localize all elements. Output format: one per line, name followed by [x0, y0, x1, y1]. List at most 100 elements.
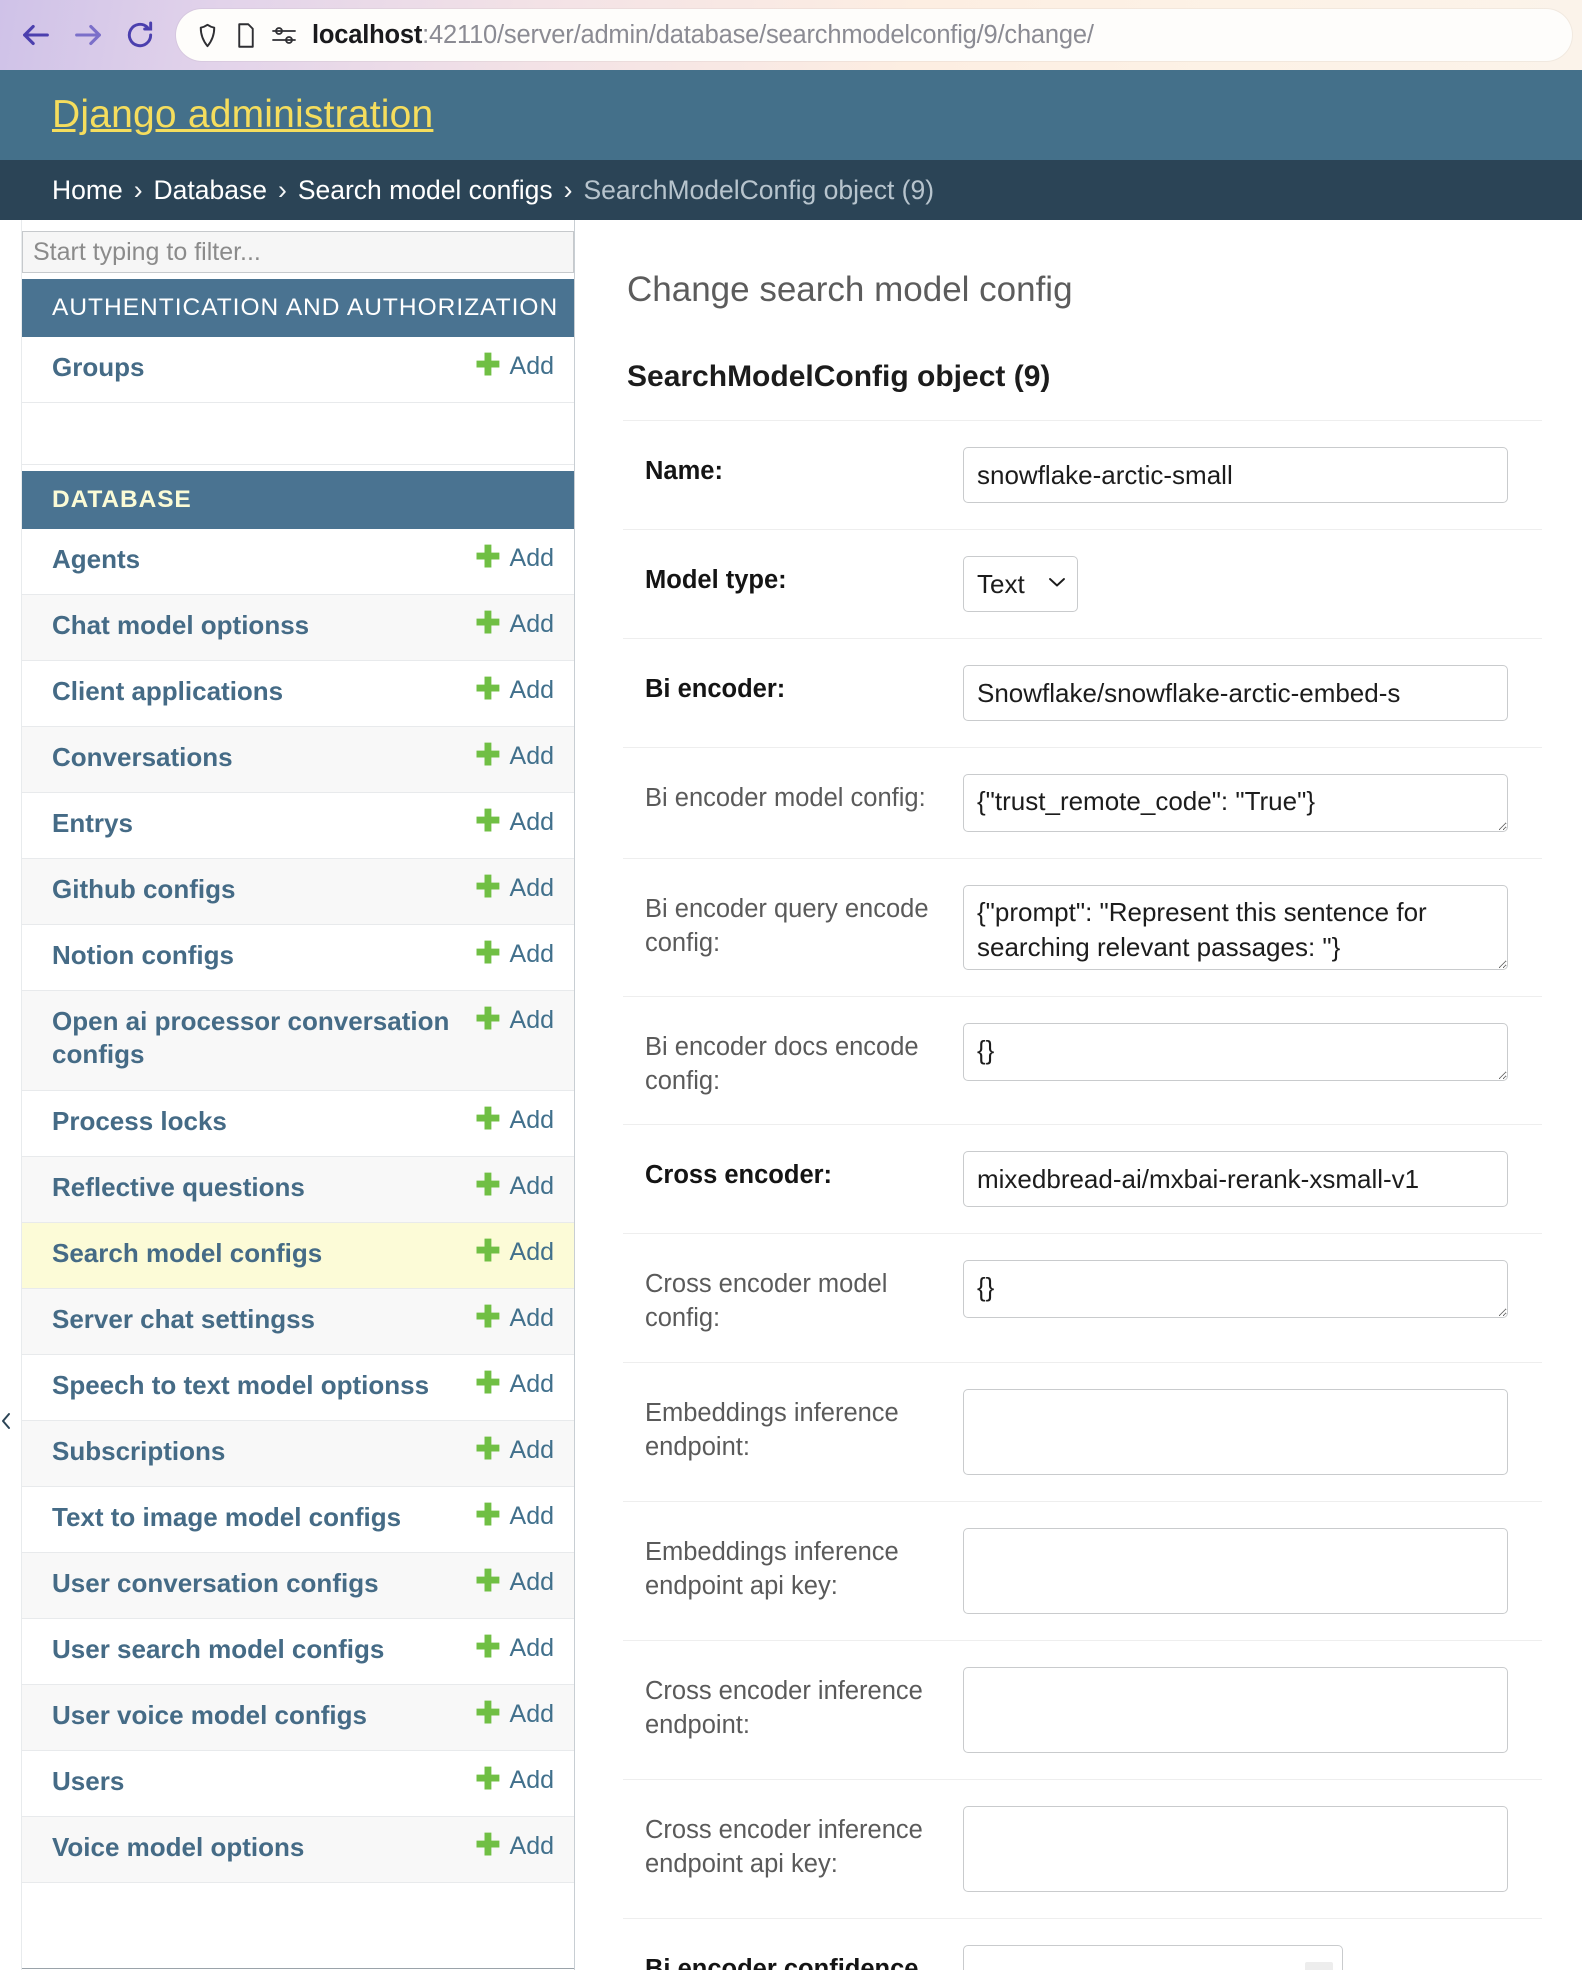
textarea-bi-encoder-docs-encode-config[interactable] — [963, 1023, 1508, 1081]
forward-button[interactable] — [62, 9, 114, 61]
sidebar-add-label: Add — [509, 1699, 554, 1728]
breadcrumb-item-database[interactable]: Database — [153, 174, 267, 205]
shield-icon[interactable] — [194, 22, 221, 49]
sidebar-add-link-subscriptions[interactable]: ✚ Add — [475, 1435, 554, 1465]
sidebar-item-label[interactable]: Notion configs — [52, 940, 234, 970]
sidebar-item-subscriptions[interactable]: Subscriptions ✚ Add — [22, 1421, 574, 1487]
sidebar-add-link-user-conversation-configs[interactable]: ✚ Add — [475, 1567, 554, 1597]
sliders-icon[interactable] — [271, 24, 299, 46]
field-label-embeddings-inference-endpoint-api-key: Embeddings inference endpoint api key: — [645, 1537, 899, 1600]
site-branding-link[interactable]: Django administration — [52, 93, 434, 136]
sidebar-add-link-chat-model-optionss[interactable]: ✚ Add — [475, 609, 554, 639]
sidebar-item-server-chat-settingss[interactable]: Server chat settingss ✚ Add — [22, 1289, 574, 1355]
sidebar-item-reflective-questions[interactable]: Reflective questions ✚ Add — [22, 1157, 574, 1223]
textarea-bi-encoder-query-encode-config[interactable] — [963, 885, 1508, 970]
sidebar-item-label[interactable]: User search model configs — [52, 1634, 385, 1664]
sidebar-item-label[interactable]: Groups — [52, 352, 145, 382]
sidebar-add-link-agents[interactable]: ✚ Add — [475, 543, 554, 573]
sidebar-filter-input[interactable] — [22, 231, 574, 273]
sidebar-item-chat-model-optionss[interactable]: Chat model optionss ✚ Add — [22, 595, 574, 661]
sidebar-collapse-toggle[interactable] — [0, 1405, 16, 1445]
sidebar-item-text-to-image-model-configs[interactable]: Text to image model configs ✚ Add — [22, 1487, 574, 1553]
back-button[interactable] — [10, 9, 62, 61]
sidebar-item-label[interactable]: Conversations — [52, 742, 233, 772]
form-row-bi-encoder-model-config: Bi encoder model config: — [623, 748, 1542, 859]
sidebar-add-link-github-configs[interactable]: ✚ Add — [475, 873, 554, 903]
sidebar-item-label[interactable]: Speech to text model optionss — [52, 1370, 430, 1400]
sidebar-item-notion-configs[interactable]: Notion configs ✚ Add — [22, 925, 574, 991]
sidebar-add-link-text-to-image-model-configs[interactable]: ✚ Add — [475, 1501, 554, 1531]
sidebar-item-speech-to-text-model-optionss[interactable]: Speech to text model optionss ✚ Add — [22, 1355, 574, 1421]
text-input-cross-encoder[interactable] — [963, 1151, 1508, 1208]
sidebar-add-link-client-applications[interactable]: ✚ Add — [475, 675, 554, 705]
sidebar-item-github-configs[interactable]: Github configs ✚ Add — [22, 859, 574, 925]
sidebar-app-header-authentication-and-authorization: AUTHENTICATION AND AUTHORIZATION — [22, 279, 574, 337]
sidebar-add-link-notion-configs[interactable]: ✚ Add — [475, 939, 554, 969]
sidebar-add-link-users[interactable]: ✚ Add — [475, 1765, 554, 1795]
sidebar-add-link-user-voice-model-configs[interactable]: ✚ Add — [475, 1699, 554, 1729]
chevron-up-icon[interactable] — [1309, 1967, 1329, 1970]
url-path: :42110/server/admin/database/searchmodel… — [422, 20, 1094, 49]
sidebar-item-label[interactable]: User conversation configs — [52, 1568, 379, 1598]
sidebar-item-label[interactable]: Open ai processor conversation configs — [52, 1006, 450, 1070]
reload-button[interactable] — [114, 9, 166, 61]
sidebar-item-open-ai-processor-conversation-configs[interactable]: Open ai processor conversation configs ✚ A… — [22, 991, 574, 1091]
textarea-bi-encoder-model-config[interactable] — [963, 774, 1508, 832]
text-input-cross-encoder-inference-endpoint-api-key[interactable] — [963, 1805, 1508, 1892]
sidebar-item-label[interactable]: Github configs — [52, 874, 236, 904]
text-input-bi-encoder[interactable] — [963, 665, 1508, 721]
sidebar-item-user-conversation-configs[interactable]: User conversation configs ✚ Add — [22, 1553, 574, 1619]
sidebar-item-label[interactable]: Process locks — [52, 1106, 227, 1136]
sidebar-add-label: Add — [509, 351, 554, 380]
sidebar-item-agents[interactable]: Agents ✚ Add — [22, 529, 574, 595]
sidebar-item-process-locks[interactable]: Process locks ✚ Add — [22, 1091, 574, 1157]
sidebar-item-label[interactable]: Reflective questions — [52, 1172, 305, 1202]
sidebar-add-link-groups[interactable]: ✚ Add — [475, 351, 554, 381]
sidebar-item-label[interactable]: Users — [52, 1766, 125, 1796]
sidebar-item-groups[interactable]: Groups ✚ Add — [22, 337, 574, 403]
sidebar-item-label[interactable]: Subscriptions — [52, 1436, 226, 1466]
sidebar-item-label[interactable]: Chat model optionss — [52, 610, 310, 640]
sidebar-item-conversations[interactable]: Conversations ✚ Add — [22, 727, 574, 793]
sidebar-add-link-server-chat-settingss[interactable]: ✚ Add — [475, 1303, 554, 1333]
sidebar-add-link-voice-model-options[interactable]: ✚ Add — [475, 1831, 554, 1861]
text-input-embeddings-inference-endpoint[interactable] — [963, 1388, 1508, 1475]
sidebar-add-link-process-locks[interactable]: ✚ Add — [475, 1105, 554, 1135]
sidebar-item-user-search-model-configs[interactable]: User search model configs ✚ Add — [22, 1619, 574, 1685]
plus-icon: ✚ — [475, 739, 501, 772]
change-form: Name: Model type: TextImage Bi encoder: Bi e… — [623, 420, 1542, 1970]
sidebar-item-entrys[interactable]: Entrys ✚ Add — [22, 793, 574, 859]
sidebar-add-link-entrys[interactable]: ✚ Add — [475, 807, 554, 837]
sidebar-add-link-conversations[interactable]: ✚ Add — [475, 741, 554, 771]
sidebar-add-link-open-ai-processor-conversation-configs[interactable]: ✚ Add — [475, 1005, 554, 1035]
sidebar-item-client-applications[interactable]: Client applications ✚ Add — [22, 661, 574, 727]
sidebar-item-voice-model-options[interactable]: Voice model options ✚ Add — [22, 1817, 574, 1883]
sidebar-item-user-voice-model-configs[interactable]: User voice model configs ✚ Add — [22, 1685, 574, 1751]
page-icon[interactable] — [234, 22, 258, 49]
plus-icon: ✚ — [475, 1301, 501, 1334]
sidebar-add-link-speech-to-text-model-optionss[interactable]: ✚ Add — [475, 1369, 554, 1399]
textarea-cross-encoder-model-config[interactable] — [963, 1260, 1508, 1319]
sidebar-item-users[interactable]: Users ✚ Add — [22, 1751, 574, 1817]
sidebar-add-link-reflective-questions[interactable]: ✚ Add — [475, 1171, 554, 1201]
sidebar-item-label[interactable]: Entrys — [52, 808, 133, 838]
sidebar-item-label[interactable]: Search model configs — [52, 1238, 323, 1268]
breadcrumb-item-search-model-configs[interactable]: Search model configs — [297, 174, 553, 205]
text-input-cross-encoder-inference-endpoint[interactable] — [963, 1666, 1508, 1753]
sidebar-item-label[interactable]: Text to image model configs — [52, 1502, 402, 1532]
number-input-bi-encoder-confidence-threshold[interactable] — [963, 1944, 1343, 1970]
sidebar-add-link-user-search-model-configs[interactable]: ✚ Add — [475, 1633, 554, 1663]
sidebar-item-label[interactable]: Voice model options — [52, 1832, 305, 1862]
select-model-type[interactable]: TextImage — [963, 556, 1078, 612]
sidebar-item-search-model-configs[interactable]: Search model configs ✚ Add — [22, 1223, 574, 1289]
sidebar-item-label[interactable]: User voice model configs — [52, 1700, 367, 1730]
number-stepper-bi-encoder-confidence-threshold[interactable] — [1305, 1961, 1333, 1970]
text-input-name[interactable] — [963, 447, 1508, 503]
sidebar-item-label[interactable]: Agents — [52, 544, 141, 574]
text-input-embeddings-inference-endpoint-api-key[interactable] — [963, 1527, 1508, 1614]
sidebar-add-link-search-model-configs[interactable]: ✚ Add — [475, 1237, 554, 1267]
sidebar-item-label[interactable]: Server chat settingss — [52, 1304, 316, 1334]
sidebar-item-label[interactable]: Client applications — [52, 676, 284, 706]
breadcrumb-item-home[interactable]: Home — [52, 174, 123, 205]
address-bar[interactable]: localhost:42110/server/admin/database/se… — [176, 9, 1572, 61]
